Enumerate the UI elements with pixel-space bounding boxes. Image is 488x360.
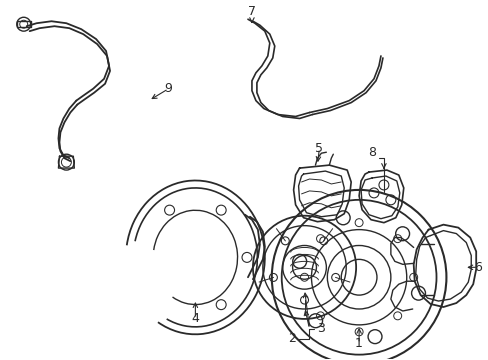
- Text: 9: 9: [164, 82, 172, 95]
- Text: 5: 5: [315, 142, 323, 155]
- Text: 3: 3: [317, 322, 325, 336]
- Text: 1: 1: [354, 337, 362, 350]
- Text: 8: 8: [367, 146, 375, 159]
- Text: 4: 4: [191, 312, 199, 325]
- Text: 6: 6: [473, 261, 481, 274]
- Text: 2: 2: [287, 332, 295, 345]
- Text: 7: 7: [247, 5, 255, 18]
